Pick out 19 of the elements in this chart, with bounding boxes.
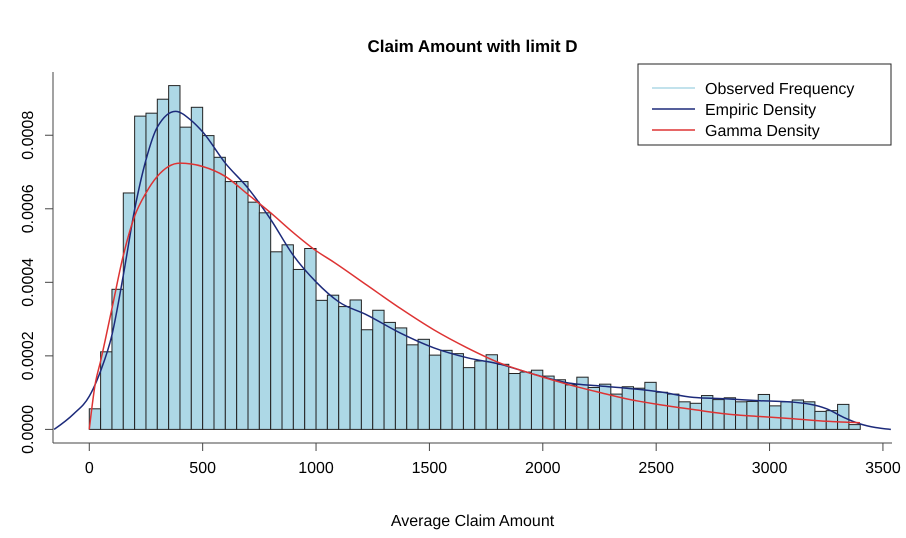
legend-label: Observed Frequency <box>705 81 854 98</box>
x-axis-title: Average Claim Amount <box>390 513 555 530</box>
x-tick-label: 0 <box>84 460 94 477</box>
legend-label: Empiric Density <box>705 102 816 119</box>
x-tick-label: 2000 <box>525 460 561 477</box>
x-tick-label: 500 <box>189 460 216 477</box>
y-tick-label: 0.0002 <box>20 331 37 380</box>
y-tick-label: 0.0004 <box>20 258 37 307</box>
legend-label: Gamma Density <box>705 123 820 140</box>
x-tick-label: 2500 <box>638 460 674 477</box>
chart-title: Claim Amount with limit D <box>368 37 578 56</box>
line-series <box>88 162 861 430</box>
y-tick-label: 0.0006 <box>20 184 37 234</box>
x-tick-label: 3000 <box>752 460 788 477</box>
x-tick-label: 1500 <box>412 460 448 477</box>
y-tick-label: 0.0000 <box>20 404 37 454</box>
x-tick-label: 3500 <box>865 460 901 477</box>
x-tick-label: 1000 <box>298 460 334 477</box>
y-tick-label: 0.0008 <box>20 110 37 160</box>
